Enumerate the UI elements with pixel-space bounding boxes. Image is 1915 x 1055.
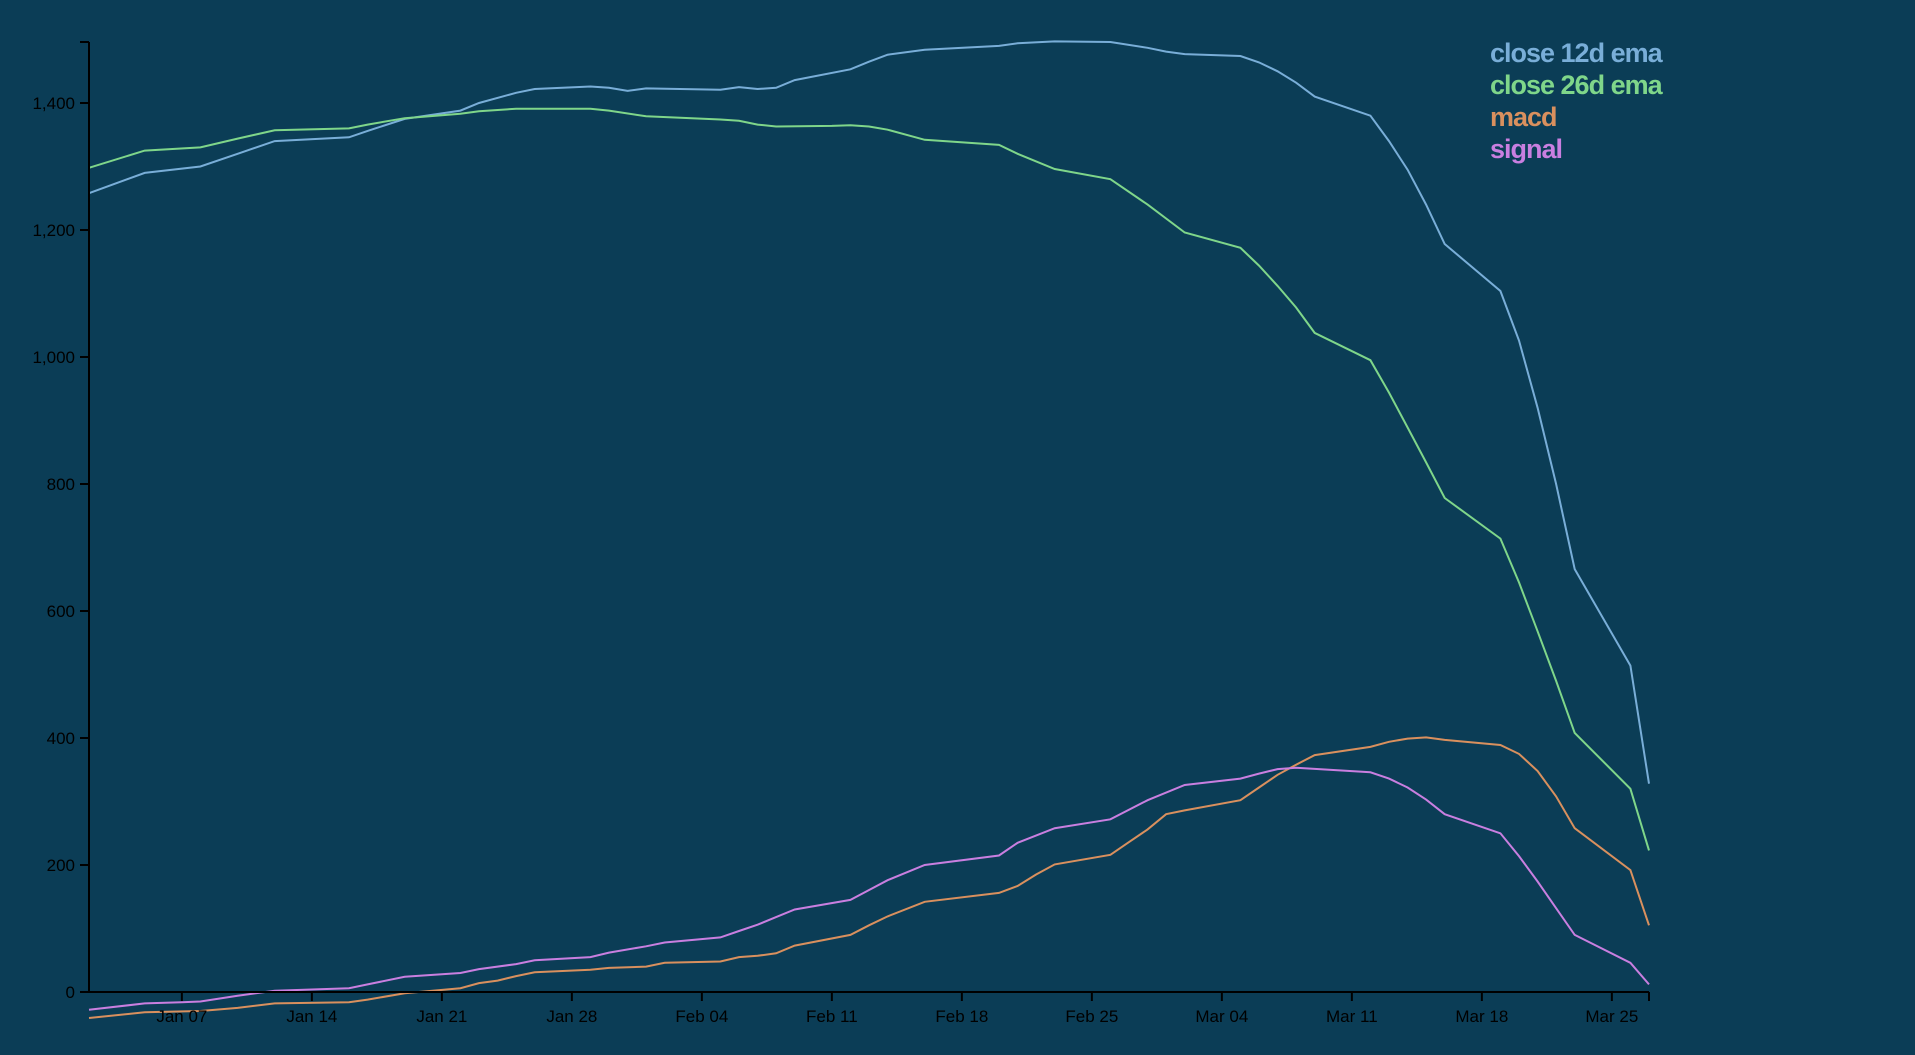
y-tick-label: 1,400 — [32, 94, 75, 113]
series-line-signal — [88, 766, 1650, 1011]
legend-item-close-12d-ema: close 12d ema — [1490, 38, 1664, 68]
x-tick-label: Mar 18 — [1455, 1007, 1508, 1026]
x-tick-label: Mar 11 — [1326, 1007, 1378, 1026]
x-tick-label: Jan 07 — [156, 1007, 207, 1026]
y-tick-label: 200 — [47, 856, 75, 875]
x-tick-label: Feb 11 — [806, 1007, 858, 1026]
x-axis-ticks: Jan 07 Jan 14 Jan 21 Jan 28 Feb 04 Feb 11 Feb … — [156, 992, 1638, 1026]
x-tick-label: Mar 04 — [1195, 1007, 1248, 1026]
y-tick-label: 1,000 — [32, 348, 75, 367]
series-line-close-26d-ema — [88, 107, 1650, 851]
axes: 0 200 400 600 800 1,000 1,200 1,400 Jan 07 Jan 1… — [32, 41, 1650, 1026]
x-tick-label: Jan 28 — [546, 1007, 597, 1026]
y-tick-label: 400 — [47, 729, 75, 748]
y-tick-label: 600 — [47, 602, 75, 621]
x-tick-label: Mar 25 — [1585, 1007, 1638, 1026]
legend-item-close-26d-ema: close 26d ema — [1490, 70, 1664, 100]
x-tick-label: Feb 18 — [935, 1007, 988, 1026]
y-tick-label: 800 — [47, 475, 75, 494]
series-line-close-12d-ema — [88, 40, 1650, 784]
y-tick-label: 1,200 — [32, 221, 75, 240]
series-lines — [88, 40, 1650, 1019]
legend-item-signal: signal — [1490, 134, 1562, 164]
y-tick-label: 0 — [66, 983, 75, 1002]
x-tick-label: Feb 04 — [675, 1007, 728, 1026]
series-line-macd — [88, 736, 1650, 1019]
y-axis-ticks: 0 200 400 600 800 1,000 1,200 1,400 — [32, 94, 89, 1002]
x-tick-label: Jan 14 — [286, 1007, 337, 1026]
x-tick-label: Feb 25 — [1065, 1007, 1118, 1026]
x-tick-label: Jan 21 — [416, 1007, 467, 1026]
legend-item-macd: macd — [1490, 102, 1557, 132]
